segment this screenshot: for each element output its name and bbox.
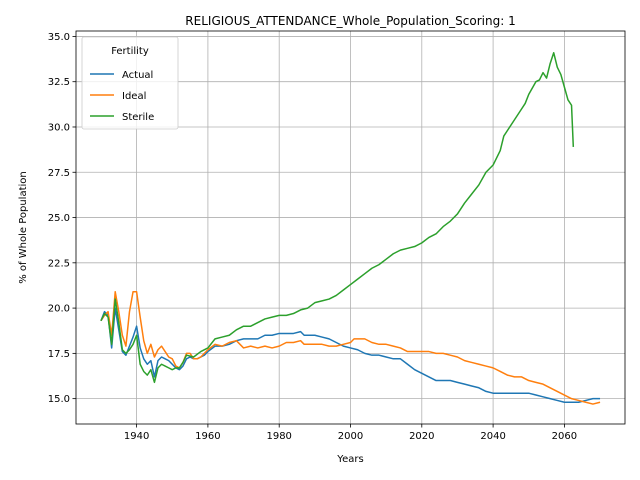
x-tick-label: 2060 [552,431,577,442]
series-line-ideal [100,291,601,405]
y-tick-label: 25.0 [48,213,70,224]
x-tick-label: 2000 [338,431,363,442]
y-tick-label: 22.5 [48,258,70,269]
legend-box [81,36,179,130]
x-tick-label: 2020 [409,431,434,442]
x-tick-label: 1940 [124,431,149,442]
y-tick-label: 32.5 [48,77,70,88]
legend-title: Fertility [111,46,149,57]
legend-items: Actual Ideal Sterile [90,70,154,123]
y-axis-label: % of Whole Population [18,171,29,284]
y-tick-label: 30.0 [48,122,70,133]
y-tick-label: 35.0 [48,32,70,43]
series-line-actual [100,307,601,404]
legend-label-ideal: Ideal [122,91,146,102]
y-axis-ticks: 15.0 17.5 20.0 22.5 25.0 27.5 30.0 32.5 35.0 [48,32,76,405]
x-tick-label: 2040 [480,431,505,442]
x-axis-ticks: 1940 1960 1980 2000 2020 2040 2060 [124,424,577,442]
y-tick-label: 15.0 [48,394,70,405]
series-line-sterile [100,51,575,384]
legend: Fertility Actual Ideal Sterile [81,36,179,130]
series-lines [100,51,601,405]
x-axis-label: Years [336,454,363,465]
y-tick-label: 17.5 [48,349,70,360]
y-tick-label: 27.5 [48,168,70,179]
x-tick-label: 1960 [195,431,220,442]
grid [76,31,625,424]
legend-label-actual: Actual [122,70,153,81]
y-tick-label: 20.0 [48,304,70,315]
x-tick-label: 1980 [266,431,291,442]
chart-title: RELIGIOUS_ATTENDANCE_Whole_Population_Sc… [185,14,515,28]
legend-label-sterile: Sterile [122,112,154,123]
